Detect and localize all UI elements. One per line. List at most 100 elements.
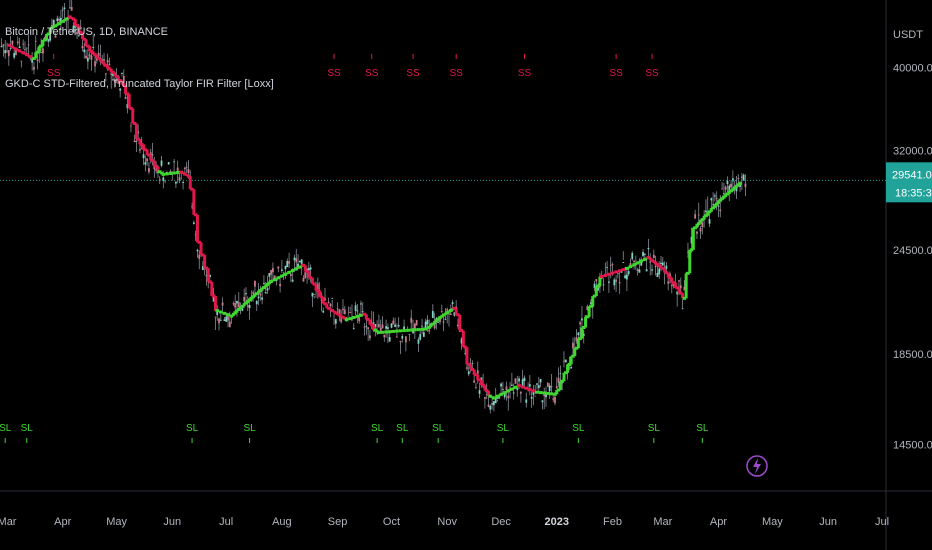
candle — [510, 372, 513, 386]
candle — [352, 323, 355, 330]
candle-body — [532, 391, 535, 395]
candle — [369, 329, 371, 341]
price-axis-ticks[interactable]: 40000.00 32000.00 24500.00 18500.00 14500.00 — [893, 63, 932, 452]
candle — [31, 52, 34, 71]
candle-body — [277, 266, 280, 269]
candle-body — [475, 386, 477, 388]
candle-body — [537, 385, 540, 388]
candle-body — [652, 254, 655, 259]
candle-body — [261, 297, 264, 300]
candle-body — [214, 316, 217, 318]
candle-body — [643, 253, 646, 255]
candle — [34, 35, 37, 54]
candle — [385, 319, 388, 338]
candle-body — [268, 272, 271, 277]
candle-body — [113, 80, 116, 83]
candle-body — [216, 310, 219, 315]
candle — [47, 38, 50, 47]
candle — [496, 397, 499, 402]
candle-body — [555, 386, 558, 389]
last-price-value: 29541.00 — [892, 169, 932, 181]
time-axis-ticks[interactable]: Mar Apr May Jun Jul Aug Sep Oct Nov Dec 2023 Feb Mar… — [0, 516, 889, 528]
time-tick-label: 2023 — [545, 516, 569, 528]
candle — [97, 44, 100, 58]
candle-body — [297, 263, 299, 268]
symbol-legend[interactable]: Bitcoin / TetherUS, 1D, BINANCE — [5, 26, 169, 38]
candle — [201, 260, 204, 270]
candle-body — [715, 198, 718, 200]
candle-body — [218, 318, 220, 324]
candle-body — [112, 73, 114, 77]
candle-body — [51, 24, 53, 27]
candle-body — [651, 269, 653, 271]
candle-body — [564, 359, 567, 363]
candle-body — [676, 291, 679, 295]
time-tick-label: Jun — [163, 516, 181, 528]
candle-body — [440, 311, 443, 313]
candle-body — [701, 222, 704, 228]
candle — [360, 300, 362, 315]
candle-body — [728, 185, 731, 191]
candle — [214, 316, 217, 331]
price-tick-label: 40000.00 — [893, 63, 932, 75]
candle-body — [18, 46, 21, 49]
candle — [532, 384, 535, 406]
candle — [471, 360, 474, 369]
candle-body — [63, 7, 66, 9]
candle-body — [272, 268, 274, 273]
long-signal-label: SL — [0, 423, 12, 434]
short-signal-label: SS — [645, 68, 659, 79]
candle — [237, 292, 240, 308]
candle-body — [683, 286, 686, 291]
candle-body — [624, 275, 626, 279]
candle — [54, 33, 57, 38]
candle-body — [546, 382, 549, 387]
candle — [555, 377, 558, 390]
candle — [196, 248, 199, 258]
indicator-legend[interactable]: GKD-C STD-Filtered, Truncated Taylor FIR… — [5, 78, 274, 90]
candle — [730, 180, 732, 189]
candle-body — [52, 19, 55, 26]
candle-body — [27, 44, 30, 46]
long-signal-label: SL — [396, 423, 409, 434]
candle — [272, 262, 274, 281]
candle-body — [541, 400, 544, 403]
lightning-icon[interactable] — [746, 455, 768, 477]
candle — [255, 300, 258, 312]
candle — [696, 230, 698, 239]
candle-body — [385, 326, 388, 329]
long-signal-label: SL — [371, 423, 384, 434]
candle-body — [331, 297, 334, 299]
candle-body — [16, 41, 19, 44]
candle-body — [590, 302, 592, 305]
candle-body — [56, 18, 59, 22]
candle — [514, 378, 517, 384]
candle-body — [446, 309, 449, 311]
candle-body — [236, 300, 238, 304]
candle — [658, 260, 661, 279]
candle-body — [369, 335, 371, 339]
candle-body — [392, 320, 395, 325]
candle-body — [257, 296, 260, 299]
candle-body — [58, 18, 61, 21]
candle — [410, 309, 413, 332]
candle — [581, 305, 583, 328]
candle-body — [579, 322, 582, 325]
long-signal-label: SL — [186, 423, 199, 434]
candle-body — [219, 319, 222, 321]
candle-body — [288, 261, 290, 264]
candle — [70, 0, 73, 11]
candle — [652, 249, 655, 259]
candle-body — [11, 40, 14, 45]
candle — [86, 48, 89, 70]
time-tick-label: Mar — [653, 516, 672, 528]
candle-body — [0, 45, 3, 48]
candle-body — [466, 367, 468, 369]
candle-body — [575, 337, 578, 341]
candle — [606, 261, 609, 276]
candle-body — [609, 264, 612, 266]
candle-body — [227, 315, 229, 321]
candle-body — [554, 396, 556, 404]
